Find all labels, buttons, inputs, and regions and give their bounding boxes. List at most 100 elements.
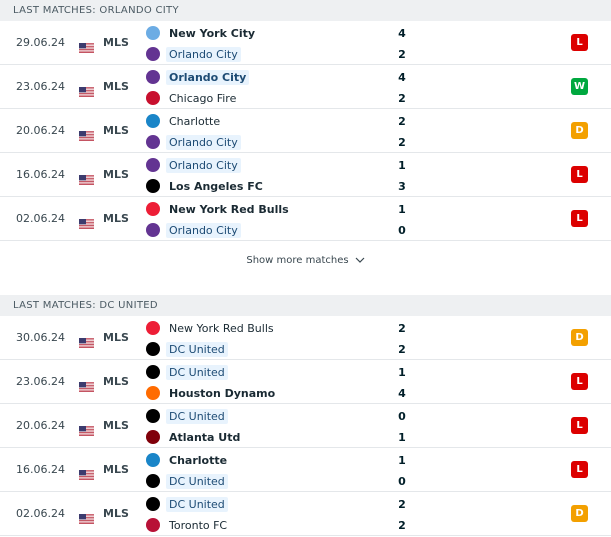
team-row[interactable]: Orlando City [146,221,241,239]
team-name: Atlanta Utd [169,430,241,444]
league-name[interactable]: MLS [103,168,129,181]
match-row[interactable]: 02.06.24 MLS DC United Toronto FC 2 2 D [0,492,611,536]
team-name: New York Red Bulls [169,202,289,216]
team-name: Orlando City [166,222,241,238]
home-score: 1 [398,454,406,467]
team-name: New York City [169,26,256,40]
result-badge: L [571,373,588,390]
usa-flag-icon [79,214,94,230]
league-name[interactable]: MLS [103,212,129,225]
team-row[interactable]: Orlando City [146,133,241,151]
match-date: 16.06.24 [16,168,65,181]
atlanta-crest-icon [146,430,160,444]
match-date: 20.06.24 [16,419,65,432]
match-row[interactable]: 23.06.24 MLS Orlando City Chicago Fire 4 2 W [0,65,611,109]
team-row[interactable]: DC United [146,340,228,358]
team-name: Toronto FC [169,518,228,532]
orlando-crest-icon [146,135,160,149]
match-row[interactable]: 20.06.24 MLS DC United Atlanta Utd 0 1 L [0,404,611,448]
home-score: 0 [398,410,406,423]
team-name: Orlando City [166,134,241,150]
dcunited-crest-icon [146,474,160,488]
orlando-crest-icon [146,47,160,61]
away-score: 1 [398,431,406,444]
match-row[interactable]: 23.06.24 MLS DC United Houston Dynamo 1 4 L [0,360,611,404]
team-row[interactable]: Orlando City [146,45,241,63]
away-score: 4 [398,387,406,400]
team-row[interactable]: Houston Dynamo [146,384,278,402]
team-row[interactable]: Los Angeles FC [146,177,266,195]
usa-flag-icon [79,82,94,98]
match-date: 23.06.24 [16,375,65,388]
usa-flag-icon [79,509,94,525]
match-row[interactable]: 16.06.24 MLS Orlando City Los Angeles FC 1 3 L [0,153,611,197]
dcunited-crest-icon [146,365,160,379]
chicago-crest-icon [146,91,160,105]
section-orlando: LAST MATCHES: ORLANDO CITY 29.06.24 MLS Ne… [0,0,611,279]
team-row[interactable]: New York Red Bulls [146,319,277,337]
team-name: Chicago Fire [169,91,237,105]
team-row[interactable]: Atlanta Utd [146,428,243,446]
team-row[interactable]: Charlotte [146,451,230,469]
team-name: Los Angeles FC [169,179,263,193]
nycfc-crest-icon [146,26,160,40]
team-row[interactable]: Chicago Fire [146,89,239,107]
match-row[interactable]: 02.06.24 MLS New York Red Bulls Orlando Cit… [0,197,611,241]
away-score: 2 [398,343,406,356]
team-row[interactable]: Charlotte [146,112,223,130]
match-date: 02.06.24 [16,212,65,225]
team-row[interactable]: New York City [146,24,258,42]
team-row[interactable]: Toronto FC [146,516,230,534]
league-name[interactable]: MLS [103,80,129,93]
team-row[interactable]: Orlando City [146,68,250,86]
team-row[interactable]: DC United [146,495,228,513]
dcunited-crest-icon [146,342,160,356]
usa-flag-icon [79,333,94,349]
league-name[interactable]: MLS [103,463,129,476]
orlando-crest-icon [146,158,160,172]
team-row[interactable]: DC United [146,407,228,425]
home-score: 1 [398,159,406,172]
redbulls-crest-icon [146,202,160,216]
usa-flag-icon [79,126,94,142]
result-badge: D [571,122,588,139]
team-name: DC United [166,473,228,489]
team-row[interactable]: DC United [146,363,228,381]
usa-flag-icon [79,170,94,186]
league-name[interactable]: MLS [103,124,129,137]
team-row[interactable]: New York Red Bulls [146,200,292,218]
show-more-button[interactable]: Show more matches [0,241,611,279]
away-score: 2 [398,92,406,105]
home-score: 2 [398,322,406,335]
match-row[interactable]: 16.06.24 MLS Charlotte DC United 1 0 L [0,448,611,492]
result-badge: L [571,461,588,478]
show-more-label: Show more matches [246,254,349,266]
team-name: DC United [166,408,228,424]
team-name: Houston Dynamo [169,386,276,400]
match-date: 23.06.24 [16,80,65,93]
away-score: 2 [398,48,406,61]
team-name: New York Red Bulls [169,321,274,335]
match-date: 30.06.24 [16,331,65,344]
chevron-down-icon [355,255,365,266]
houston-crest-icon [146,386,160,400]
orlando-crest-icon [146,223,160,237]
league-name[interactable]: MLS [103,375,129,388]
home-score: 2 [398,498,406,511]
league-name[interactable]: MLS [103,36,129,49]
league-name[interactable]: MLS [103,419,129,432]
league-name[interactable]: MLS [103,507,129,520]
league-name[interactable]: MLS [103,331,129,344]
match-row[interactable]: 29.06.24 MLS New York City Orlando City 4 2 L [0,21,611,65]
team-name: Orlando City [166,157,241,173]
match-row[interactable]: 20.06.24 MLS Charlotte Orlando City 2 2 D [0,109,611,153]
section-header: LAST MATCHES: ORLANDO CITY [0,0,611,21]
team-name: DC United [166,496,228,512]
team-row[interactable]: DC United [146,472,228,490]
usa-flag-icon [79,465,94,481]
result-badge: L [571,417,588,434]
match-row[interactable]: 30.06.24 MLS New York Red Bulls DC United 2 2… [0,316,611,360]
team-row[interactable]: Orlando City [146,156,241,174]
charlotte-crest-icon [146,114,160,128]
usa-flag-icon [79,421,94,437]
